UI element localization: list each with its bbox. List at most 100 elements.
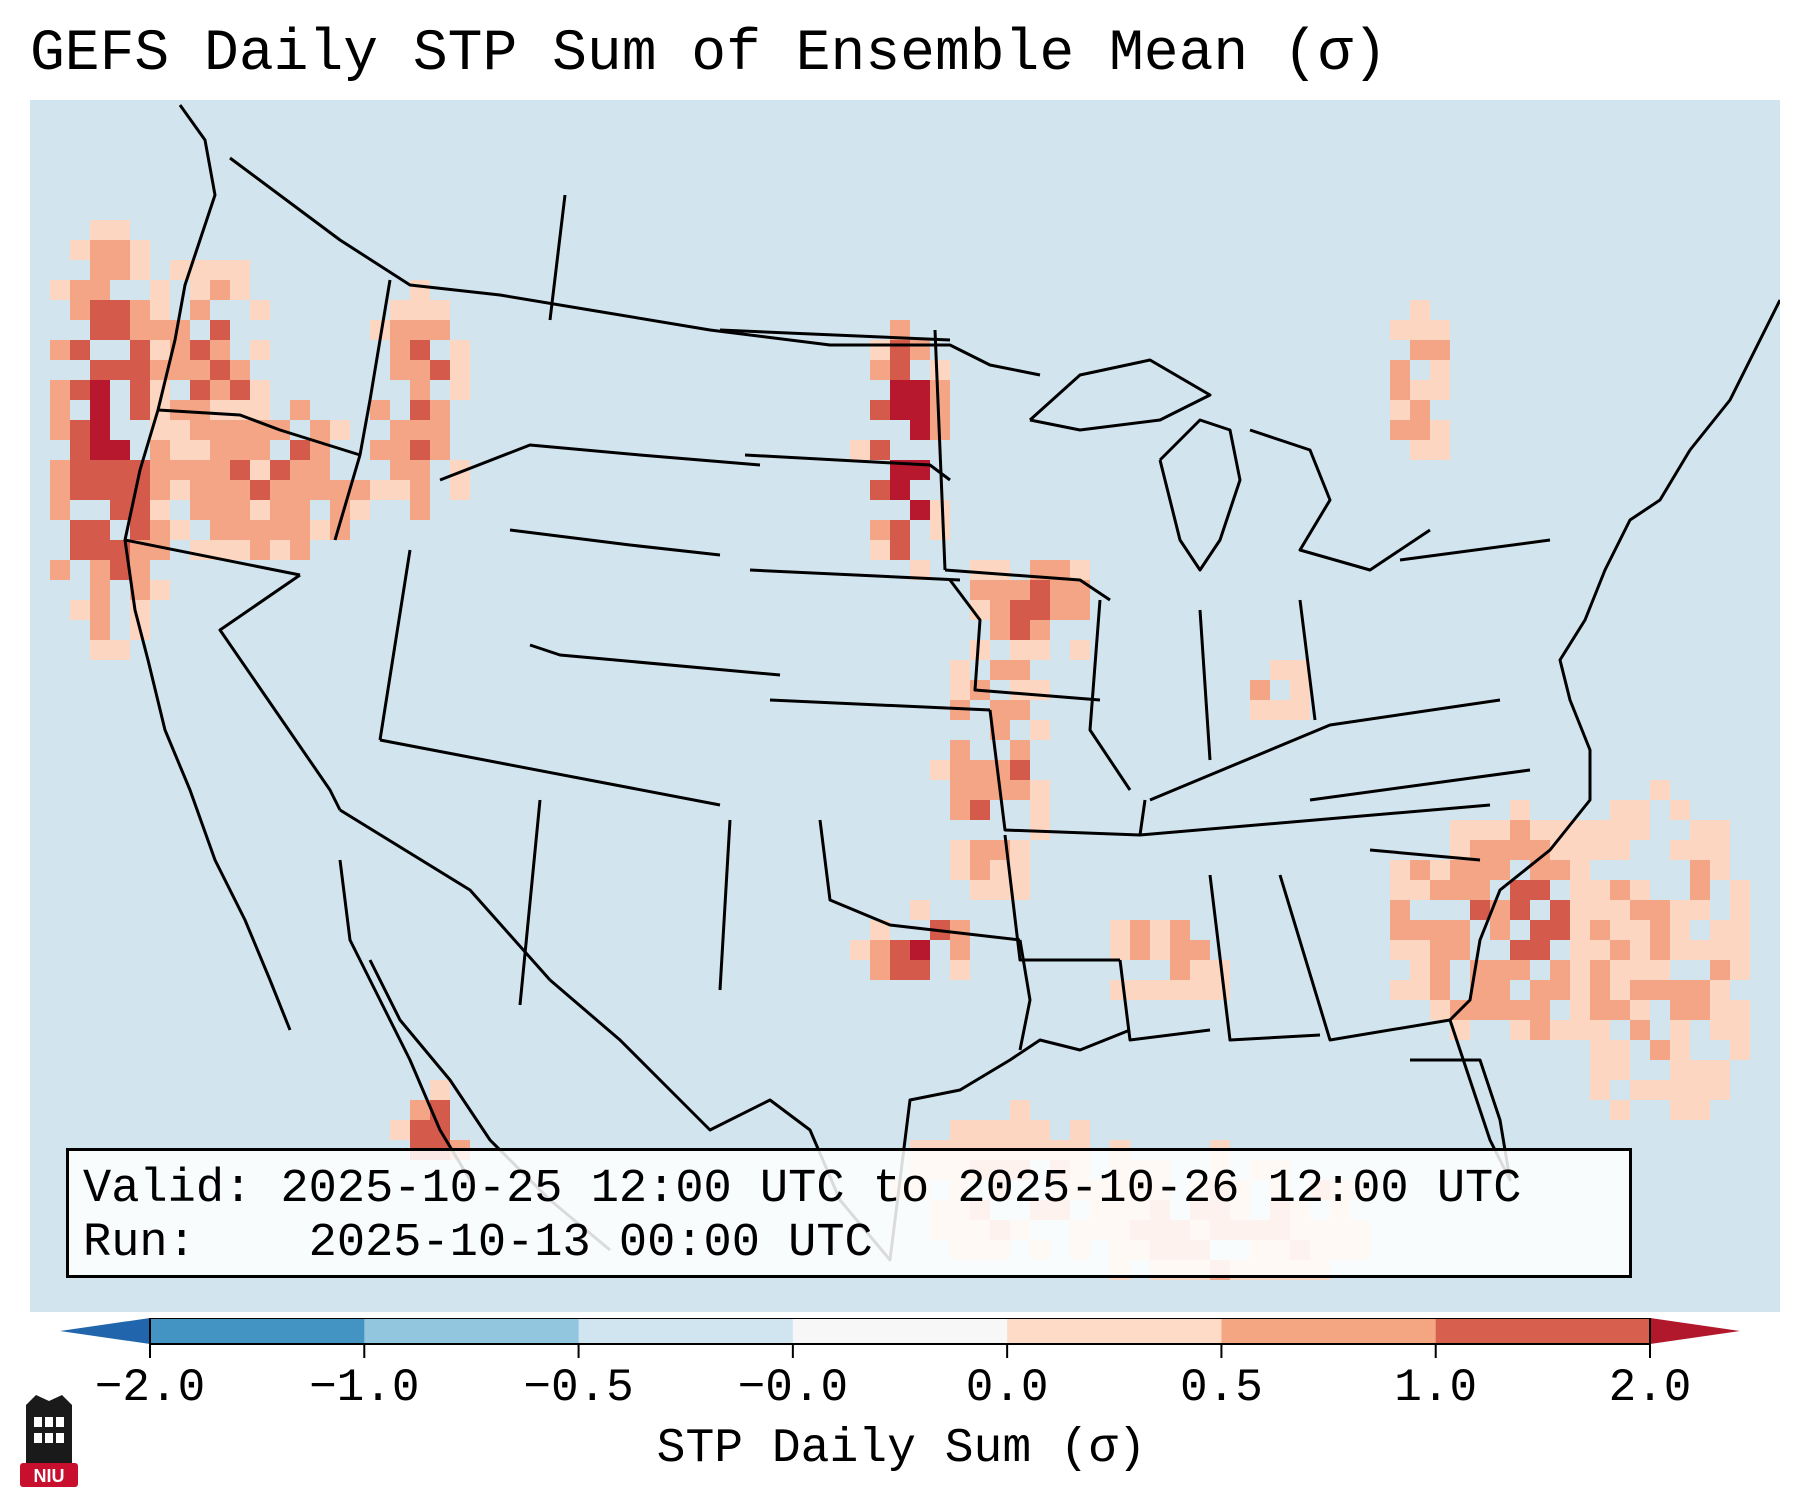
stp-cell bbox=[1530, 940, 1550, 960]
stp-cell bbox=[1590, 1060, 1610, 1080]
stp-cell bbox=[430, 440, 450, 460]
stp-cell bbox=[1690, 880, 1710, 900]
stp-cell bbox=[1730, 940, 1750, 960]
stp-cell bbox=[1530, 880, 1550, 900]
stp-map bbox=[30, 100, 1780, 1312]
new-england-coast bbox=[1688, 299, 1780, 451]
stp-cell bbox=[1250, 700, 1270, 720]
stp-cell bbox=[190, 460, 210, 480]
colorbar bbox=[60, 1318, 1740, 1358]
stp-cell bbox=[1630, 960, 1650, 980]
stp-cell bbox=[270, 540, 290, 560]
state-border-oh-pa bbox=[1298, 599, 1317, 721]
stp-cell bbox=[70, 540, 90, 560]
stp-cell bbox=[1590, 900, 1610, 920]
stp-cell bbox=[1390, 980, 1410, 1000]
state-border-va-nc bbox=[1309, 768, 1531, 802]
stp-cell bbox=[90, 440, 110, 460]
stp-cell bbox=[1430, 440, 1450, 460]
stp-cell bbox=[1670, 920, 1690, 940]
stp-cell bbox=[110, 300, 130, 320]
stp-cell bbox=[210, 340, 230, 360]
stp-cell bbox=[950, 660, 970, 680]
stp-cell bbox=[1510, 1000, 1530, 1020]
stp-cell bbox=[1690, 1100, 1710, 1120]
stp-cell bbox=[230, 440, 250, 460]
stp-cell bbox=[190, 440, 210, 460]
stp-cell bbox=[1690, 860, 1710, 880]
stp-cell bbox=[90, 360, 110, 380]
run-label: Run: bbox=[83, 1217, 196, 1270]
stp-cell bbox=[370, 480, 390, 500]
stp-cell bbox=[1150, 940, 1170, 960]
stp-cell bbox=[130, 400, 150, 420]
stp-cell bbox=[1710, 1060, 1730, 1080]
east-coastline bbox=[1448, 449, 1692, 1022]
state-border-wa-or bbox=[157, 408, 361, 457]
stp-cell bbox=[210, 360, 230, 380]
stp-cell bbox=[1490, 840, 1510, 860]
stp-cell bbox=[1530, 820, 1550, 840]
stp-cell bbox=[1690, 1000, 1710, 1020]
stp-cell bbox=[90, 620, 110, 640]
stp-cell bbox=[1490, 820, 1510, 840]
stp-cell bbox=[1030, 780, 1050, 800]
stp-cell bbox=[70, 520, 90, 540]
stp-cell bbox=[1510, 1020, 1530, 1040]
stp-cell bbox=[1710, 1080, 1730, 1100]
stp-cell bbox=[1410, 400, 1430, 420]
stp-cell bbox=[1070, 640, 1090, 660]
stp-cell bbox=[1650, 1080, 1670, 1100]
stp-cell bbox=[1610, 880, 1630, 900]
stp-cell bbox=[110, 500, 130, 520]
stp-cell bbox=[1590, 920, 1610, 940]
stp-cell bbox=[970, 1120, 990, 1140]
colorbar-tick-label: 1.0 bbox=[1394, 1362, 1478, 1414]
stp-cell bbox=[1730, 960, 1750, 980]
stp-cell bbox=[1590, 820, 1610, 840]
colorbar-under-extension bbox=[60, 1318, 150, 1344]
stp-cell bbox=[910, 380, 930, 400]
stp-cell bbox=[1130, 920, 1150, 940]
stp-cell bbox=[890, 340, 910, 360]
logo-windows bbox=[34, 1417, 64, 1443]
stp-cell bbox=[1490, 980, 1510, 1000]
stp-cell bbox=[990, 660, 1010, 680]
stp-cell bbox=[1190, 960, 1210, 980]
stp-cell bbox=[1050, 560, 1070, 580]
stp-cell bbox=[1030, 1120, 1050, 1140]
stp-cell bbox=[370, 320, 390, 340]
stp-cell bbox=[1710, 980, 1730, 1000]
stp-cell bbox=[1170, 920, 1190, 940]
stp-cell bbox=[110, 360, 130, 380]
stp-cell bbox=[430, 420, 450, 440]
stp-cell bbox=[410, 380, 430, 400]
validity-infobox: Valid: 2025-10-25 12:00 UTC to 2025-10-2… bbox=[66, 1148, 1632, 1278]
colorbar-title: STP Daily Sum (σ) bbox=[656, 1422, 1147, 1476]
stp-cell bbox=[1530, 1020, 1550, 1040]
stp-cell bbox=[1430, 1000, 1450, 1020]
stp-cell bbox=[170, 320, 190, 340]
state-border-ky bbox=[1149, 698, 1501, 802]
stp-cell bbox=[1650, 920, 1670, 940]
stp-cell bbox=[1010, 580, 1030, 600]
stp-cell bbox=[1030, 600, 1050, 620]
stp-cell bbox=[1550, 820, 1570, 840]
stp-cell bbox=[1410, 980, 1430, 1000]
stp-cell bbox=[1510, 960, 1530, 980]
stp-cell bbox=[410, 460, 430, 480]
stp-cell bbox=[1690, 1080, 1710, 1100]
stp-cell bbox=[1690, 940, 1710, 960]
stp-cell bbox=[1670, 1000, 1690, 1020]
stp-cell bbox=[50, 480, 70, 500]
stp-cell bbox=[430, 400, 450, 420]
stp-cell bbox=[990, 860, 1010, 880]
colorbar-outline bbox=[149, 1318, 1651, 1345]
stp-cell bbox=[1570, 880, 1590, 900]
stp-cell bbox=[410, 280, 430, 300]
stp-cell bbox=[130, 520, 150, 540]
valid-value: 2025-10-25 12:00 UTC to 2025-10-26 12:00… bbox=[280, 1163, 1522, 1216]
stp-cell bbox=[1470, 880, 1490, 900]
state-border-mt-wy bbox=[439, 443, 761, 482]
stp-cell bbox=[1010, 860, 1030, 880]
